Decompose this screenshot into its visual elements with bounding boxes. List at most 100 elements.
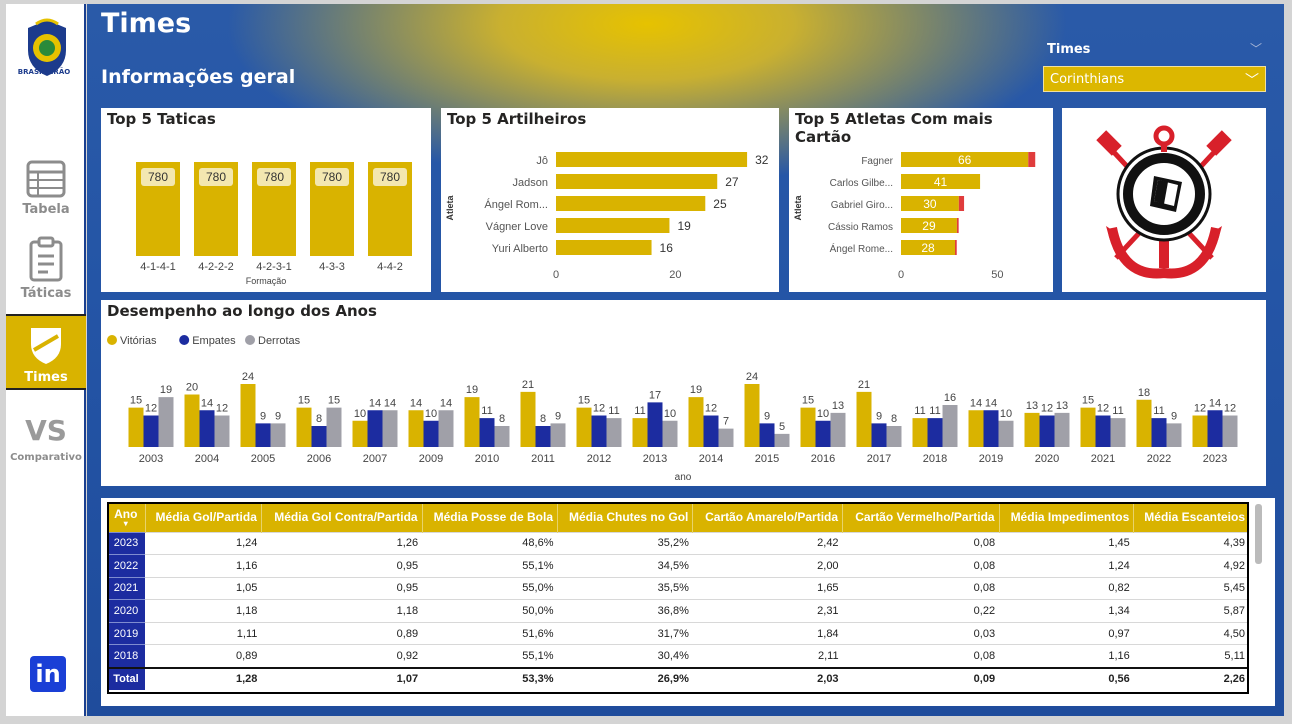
table-header-row: Ano ▾ Média Gol/Partida Média Gol Contra/Pa… xyxy=(107,502,1249,532)
table-cell: 5,45 xyxy=(1133,576,1249,600)
column-header[interactable]: Média Gol/Partida xyxy=(144,502,262,532)
nav-label-comparativo: Comparativo xyxy=(10,452,82,463)
performance-bar xyxy=(632,418,648,447)
nav-item-comparativo[interactable]: VS Comparativo xyxy=(6,414,86,490)
slicer-collapse-icon[interactable]: ﹀ xyxy=(1250,42,1263,56)
tactics-title: Top 5 Taticas xyxy=(107,110,216,128)
performance-value-label: 14 xyxy=(384,397,396,409)
x-tick-label: 50 xyxy=(991,269,1003,281)
page-title: Times xyxy=(101,8,192,39)
performance-value-label: 17 xyxy=(649,389,661,401)
performance-value-label: 9 xyxy=(876,410,882,422)
table-cell: 53,3% xyxy=(422,666,558,691)
table-cell: 1,18 xyxy=(145,599,262,623)
table-icon xyxy=(26,160,66,198)
table-cell: 34,5% xyxy=(557,554,693,578)
performance-bar xyxy=(1024,412,1040,447)
performance-bar xyxy=(983,410,999,447)
x-tick-label: 0 xyxy=(898,269,904,281)
linkedin-icon[interactable]: in xyxy=(30,656,66,692)
performance-year-label: 2007 xyxy=(363,453,387,465)
performance-value-label: 10 xyxy=(817,408,829,420)
scorers-title: Top 5 Artilheiros xyxy=(447,110,587,128)
bar-category-label: Vágner Love xyxy=(486,221,548,233)
table-cell: 2,31 xyxy=(692,599,843,623)
tactic-value-badge xyxy=(257,168,291,186)
column-header[interactable]: Cartão Amarelo/Partida xyxy=(692,502,843,532)
column-header[interactable]: Média Impedimentos xyxy=(998,502,1134,532)
table-cell: 35,5% xyxy=(557,576,693,600)
table-cell: 30,4% xyxy=(557,644,693,668)
performance-value-label: 8 xyxy=(540,413,546,425)
performance-value-label: 15 xyxy=(578,395,590,407)
performance-year-label: 2004 xyxy=(195,453,219,465)
bar-value-label: 16 xyxy=(660,241,674,255)
table-cell: 1,28 xyxy=(145,666,262,691)
nav-label-taticas: Táticas xyxy=(20,286,72,301)
performance-year-label: 2013 xyxy=(643,453,667,465)
table-cell: 50,0% xyxy=(422,599,558,623)
table-cell: 0,95 xyxy=(261,576,423,600)
bar xyxy=(901,152,1029,167)
performance-bar xyxy=(128,407,144,447)
performance-value-label: 9 xyxy=(764,410,770,422)
performance-bar xyxy=(255,423,271,447)
cards-title: Top 5 Atletas Com mais Cartão xyxy=(795,110,993,146)
performance-bar xyxy=(1151,418,1167,447)
column-header[interactable]: Média Gol Contra/Partida xyxy=(260,502,423,532)
column-header[interactable]: Média Chutes no Gol xyxy=(556,502,693,532)
page-subtitle: Informações geral xyxy=(101,66,296,88)
tactic-value-label: 780 xyxy=(148,170,168,184)
column-header[interactable]: Média Posse de Bola xyxy=(421,502,558,532)
performance-bar xyxy=(815,420,831,447)
column-header[interactable]: Cartão Vermelho/Partida xyxy=(842,502,1000,532)
nav-item-times[interactable]: Times xyxy=(6,314,86,390)
performance-year-label: 2015 xyxy=(755,453,779,465)
performance-bar xyxy=(270,423,286,447)
x-tick-label: 0 xyxy=(553,269,559,281)
bar xyxy=(901,196,959,211)
tactic-value-label: 780 xyxy=(206,170,226,184)
table-total-row: Total 1,28 1,07 53,3% 26,9% 2,03 0,09 0,56 2,26 xyxy=(107,666,1249,691)
bar-category-label: Fagner xyxy=(861,156,893,167)
table-cell: 0,97 xyxy=(999,621,1134,645)
performance-value-label: 9 xyxy=(275,410,281,422)
tactic-category-label: 4-2-2-2 xyxy=(198,261,233,273)
performance-bar xyxy=(1095,415,1111,447)
table-cell: 4,50 xyxy=(1133,621,1249,645)
table-scrollbar[interactable] xyxy=(1255,504,1262,564)
table-cell: 2,11 xyxy=(692,644,843,668)
tactic-value-badge xyxy=(199,168,233,186)
table-cell: 2,03 xyxy=(692,666,843,691)
performance-bar xyxy=(158,397,174,447)
tactic-value-badge xyxy=(141,168,175,186)
performance-bar xyxy=(1039,415,1055,447)
performance-bar xyxy=(927,418,943,447)
performance-bar xyxy=(871,423,887,447)
tactics-card: Top 5 Taticas 780 4-1-4-1 780 4-2-2-2 780 4-2… xyxy=(101,108,431,292)
legend-label: Vitórias xyxy=(120,335,157,347)
bar-value-label: 41 xyxy=(934,175,948,189)
bar-category-label: Yuri Alberto xyxy=(492,243,548,255)
performance-bar xyxy=(296,407,312,447)
performance-card: Desempenho ao longo dos Anos Vitórias Emp… xyxy=(101,300,1266,486)
tactic-value-label: 780 xyxy=(380,170,400,184)
nav-item-tabela[interactable]: Tabela xyxy=(6,156,86,232)
col-header-ano[interactable]: Ano ▾ xyxy=(107,502,145,532)
performance-bar xyxy=(1192,415,1208,447)
nav-item-taticas[interactable]: Táticas xyxy=(6,236,86,312)
performance-x-axis-label: ano xyxy=(675,472,692,483)
bar-value-label: 32 xyxy=(755,153,769,167)
tactic-value-badge xyxy=(373,168,407,186)
team-slicer[interactable]: Corinthians ﹀ xyxy=(1043,66,1266,92)
table-cell: 0,08 xyxy=(842,531,1000,555)
performance-value-label: 7 xyxy=(723,416,729,428)
column-header[interactable]: Média Escanteios xyxy=(1133,502,1249,532)
performance-value-label: 9 xyxy=(555,410,561,422)
performance-value-label: 13 xyxy=(1056,400,1068,412)
bar xyxy=(556,196,706,211)
performance-value-label: 24 xyxy=(242,371,254,383)
performance-value-label: 12 xyxy=(1041,403,1053,415)
table-cell: 2,26 xyxy=(1133,666,1249,691)
bar-value-label: 30 xyxy=(923,197,937,211)
